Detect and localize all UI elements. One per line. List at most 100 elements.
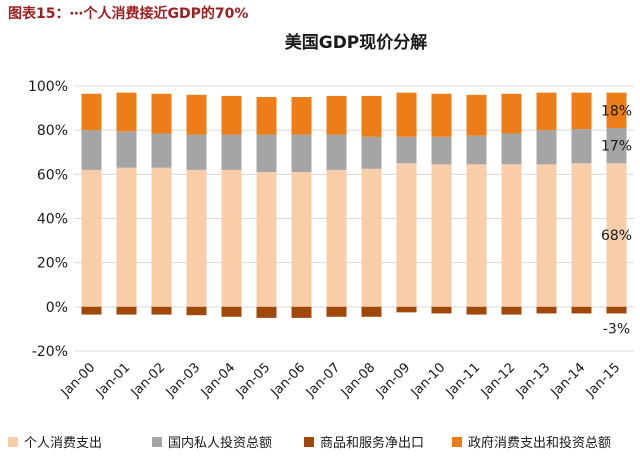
y-tick-label: 20% (37, 256, 68, 272)
bar-segment (466, 94, 487, 136)
bar-segment (396, 163, 417, 307)
bar-segment (186, 134, 207, 170)
legend-swatch (152, 436, 162, 447)
bar-segment (536, 164, 557, 307)
x-tick-label: Jan-08 (338, 360, 379, 401)
bar-segment (151, 133, 172, 168)
bar-segment (361, 168, 382, 307)
bar-segment (151, 167, 172, 307)
x-tick-label: Jan-05 (233, 360, 274, 401)
legend-label: 国内私人投资总额 (168, 436, 273, 451)
x-tick-label: Jan-04 (198, 360, 239, 401)
x-tick-label: Jan-15 (583, 360, 624, 401)
bar-segment (186, 306, 207, 316)
y-tick-label: 40% (37, 212, 68, 228)
x-tick-label: Jan-13 (513, 360, 554, 401)
x-tick-label: Jan-14 (548, 360, 589, 401)
bar-segment (116, 306, 137, 315)
bar-segment (81, 306, 102, 315)
bar-segment (81, 169, 102, 307)
bar-segment (221, 306, 242, 317)
bar-segment (221, 95, 242, 135)
bar-segment (326, 95, 347, 135)
bar-segment (326, 306, 347, 317)
bar-segment (536, 130, 557, 165)
bars (81, 92, 627, 318)
data-label: 68% (601, 228, 632, 244)
y-tick-label: 0% (46, 300, 68, 316)
bar-segment (291, 306, 312, 318)
bar-segment (606, 306, 627, 314)
y-axis-ticks: -20% 0% 20% 40% 60% 80% 100% (28, 79, 68, 360)
bar-segment (501, 93, 522, 134)
bar-segment (221, 169, 242, 307)
legend-item: 商品和服务净出口 (304, 432, 424, 451)
bar-segment (291, 97, 312, 135)
bar-segment (571, 163, 592, 307)
bar-segment (256, 134, 277, 173)
x-tick-label: Jan-02 (128, 360, 169, 401)
bar-segment (431, 306, 452, 314)
bar-segment (396, 306, 417, 313)
bar-segment (361, 306, 382, 317)
bar-segment (256, 306, 277, 318)
bar-segment (536, 92, 557, 131)
bar-segment (291, 134, 312, 173)
legend-label: 个人消费支出 (24, 436, 103, 451)
bar-segment (81, 93, 102, 131)
bar-segment (361, 95, 382, 137)
bar-segment (361, 136, 382, 169)
bar-segment (396, 92, 417, 137)
data-label: 17% (601, 139, 632, 155)
x-tick-label: Jan-00 (58, 360, 99, 401)
bar-segment (501, 306, 522, 315)
bar-segment (116, 167, 137, 307)
bar-segment (606, 163, 627, 307)
x-tick-label: Jan-12 (478, 360, 519, 401)
legend-item: 个人消费支出 (8, 432, 102, 451)
x-tick-label: Jan-07 (303, 360, 344, 401)
bar-segment (116, 131, 137, 168)
legend-item: 政府消费支出和投资总额 (452, 432, 611, 451)
x-axis-ticks: Jan-00Jan-01Jan-02Jan-03Jan-04Jan-05Jan-… (58, 360, 624, 401)
legend-swatch (8, 436, 18, 447)
bar-segment (81, 130, 102, 170)
bar-segment (501, 164, 522, 307)
bar-segment (186, 94, 207, 135)
y-tick-label: 60% (37, 167, 68, 183)
bar-segment (466, 135, 487, 165)
data-label: -3% (603, 321, 630, 337)
x-tick-label: Jan-09 (373, 360, 414, 401)
bar-segment (396, 136, 417, 164)
bar-segment (256, 172, 277, 307)
y-tick-label: -20% (32, 344, 68, 360)
bar-segment (151, 306, 172, 315)
data-label: 18% (601, 103, 632, 119)
bar-segment (256, 97, 277, 135)
x-tick-label: Jan-03 (163, 360, 204, 401)
legend-swatch (304, 436, 314, 447)
bar-segment (221, 134, 242, 170)
y-tick-label: 100% (28, 79, 68, 95)
bar-segment (606, 92, 627, 128)
bar-segment (151, 93, 172, 134)
bar-segment (431, 136, 452, 165)
bar-segment (291, 172, 312, 307)
bar-segment (536, 306, 557, 314)
legend-swatch (452, 436, 462, 447)
chart-title: 美国GDP现价分解 (285, 32, 428, 53)
bar-segment (431, 164, 452, 307)
legend-item: 国内私人投资总额 (152, 432, 272, 451)
bar-segment (466, 164, 487, 307)
legend-label: 政府消费支出和投资总额 (468, 436, 612, 451)
bar-segment (606, 127, 627, 164)
bar-segment (116, 92, 137, 132)
bar-segment (186, 169, 207, 307)
chart-svg: 美国GDP现价分解 -20%0%20%40%60%80%100% Jan-00J… (28, 32, 634, 401)
bar-segment (571, 92, 592, 130)
data-labels: 18% 17% 68% -3% (601, 103, 632, 337)
bar-segment (431, 93, 452, 137)
legend-label: 商品和服务净出口 (320, 436, 425, 451)
bar-segment (466, 306, 487, 315)
bar-segment (326, 134, 347, 170)
